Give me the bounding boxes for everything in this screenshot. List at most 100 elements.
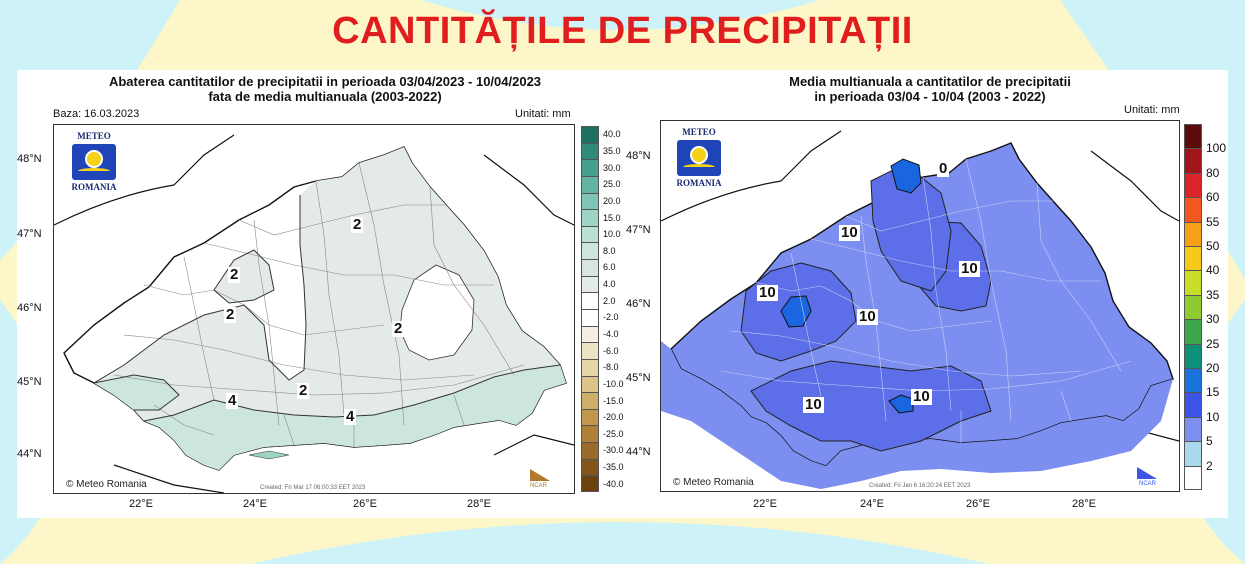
ncar-label: NCAR — [1139, 481, 1157, 487]
contour-label: 10 — [803, 396, 824, 413]
contour-label: 10 — [839, 224, 860, 241]
created-label: Created: Fri Jan 6 16:20:24 EET 2023 — [869, 483, 971, 489]
colorbar-label: -4.0 — [603, 328, 619, 339]
lon-label: 22°E — [753, 498, 777, 510]
lat-label: 46°N — [17, 302, 42, 314]
colorbar-label: 10 — [1206, 409, 1220, 424]
colorbar-cell — [581, 358, 599, 376]
logo-bottom-text: ROMANIA — [676, 178, 722, 188]
colorbar-label: 4.0 — [603, 279, 616, 290]
units-label: Unitati: mm — [1124, 104, 1180, 116]
colorbar-label: 50 — [1206, 239, 1220, 253]
lat-label: 44°N — [626, 446, 651, 458]
colorbar-label: 20 — [1206, 361, 1220, 375]
ncar-label: NCAR — [530, 483, 548, 489]
colorbar-cell — [581, 425, 599, 443]
colorbar-label: -40.0 — [603, 478, 624, 489]
lat-label: 47°N — [626, 224, 651, 236]
contour-label: 2 — [392, 320, 405, 337]
lon-label: 26°E — [353, 498, 377, 510]
colorbar-cell — [581, 142, 599, 160]
colorbar-cell — [1184, 294, 1202, 320]
page-title: CANTITĂȚILE DE PRECIPITAȚII — [332, 10, 913, 52]
lat-label: 47°N — [17, 228, 42, 240]
contour-label: 10 — [857, 308, 878, 325]
colorbar-cell — [1184, 319, 1202, 344]
anomaly-map-title-line2: fata de media multianuala (2003-2022) — [208, 89, 442, 104]
lon-label: 28°E — [1072, 498, 1096, 510]
normal-map-title-line2: in perioada 03/04 - 10/04 (2003 - 2022) — [814, 89, 1046, 104]
colorbar-cell — [581, 242, 599, 260]
colorbar-label: 100 — [1206, 141, 1227, 156]
lon-label: 24°E — [860, 498, 884, 510]
lon-label: 24°E — [243, 498, 267, 510]
colorbar-label: -10.0 — [603, 378, 624, 389]
colorbar-label: 25 — [1206, 336, 1220, 351]
colorbar-cell — [581, 209, 599, 226]
normal-map-title: Media multianuala a cantitatilor de prec… — [632, 74, 1228, 104]
colorbar-cell — [581, 375, 599, 393]
colorbar-label: -25.0 — [603, 428, 624, 439]
colorbar-label: 40 — [1206, 263, 1220, 278]
normal-map-frame: 0 10 10 10 10 10 10 METEO ROMANIA © Mete… — [660, 120, 1180, 492]
colorbar-cell — [581, 259, 599, 276]
anomaly-colorbar: 40.0 35.0 30.0 25.0 20.0 15.0 10.0 8.0 6.0 4.0 2.0… — [581, 126, 631, 492]
colorbar-cell — [1184, 124, 1202, 149]
meteo-romania-logo-icon: METEO ROMANIA — [667, 127, 731, 199]
lat-label: 48°N — [17, 153, 42, 165]
colorbar-cell — [1184, 270, 1202, 295]
colorbar-cell — [1184, 172, 1202, 198]
colorbar-cell — [1184, 465, 1202, 490]
colorbar-cell — [581, 475, 599, 492]
created-label: Created: Fri Mar 17 06:00:33 EET 2023 — [260, 485, 366, 491]
colorbar-label: 8.0 — [603, 245, 616, 256]
anomaly-map-title: Abaterea cantitatilor de precipitatii in… — [17, 74, 633, 104]
contour-label: 4 — [344, 408, 357, 425]
lat-label: 44°N — [17, 448, 42, 460]
lon-label: 22°E — [129, 498, 153, 510]
colorbar-label: -2.0 — [603, 312, 619, 323]
colorbar-cell — [1184, 343, 1202, 368]
colorbar-cell — [1184, 221, 1202, 246]
meteo-romania-logo-icon: METEO ROMANIA — [62, 131, 126, 203]
normal-map-title-line1: Media multianuala a cantitatilor de prec… — [789, 74, 1071, 89]
anomaly-map-title-line1: Abaterea cantitatilor de precipitatii in… — [108, 74, 542, 89]
units-label: Unitati: mm — [515, 108, 571, 120]
colorbar-cell — [581, 126, 599, 143]
colorbar-cell — [581, 192, 599, 210]
colorbar-cell — [581, 392, 599, 409]
colorbar-cell — [1184, 416, 1202, 442]
lat-label: 46°N — [626, 298, 651, 310]
colorbar-cell — [1184, 392, 1202, 417]
colorbar-label: 15.0 — [603, 212, 621, 223]
colorbar-label: 5 — [1206, 434, 1213, 449]
normal-colorbar: 100 80 60 55 50 40 35 30 25 20 15 10 5 2 — [1184, 124, 1228, 490]
colorbar-label: 2 — [1206, 458, 1213, 473]
ncar-logo-icon — [1137, 467, 1157, 479]
colorbar-label: 2.0 — [603, 295, 616, 306]
colorbar-label: -30.0 — [603, 445, 624, 456]
colorbar-label: -15.0 — [603, 395, 624, 406]
contour-label: 10 — [911, 388, 932, 405]
colorbar-cell — [581, 225, 599, 243]
anomaly-map — [54, 125, 574, 493]
colorbar-cell — [581, 175, 599, 193]
colorbar-cell — [1184, 148, 1202, 173]
colorbar-cell — [1184, 368, 1202, 393]
lon-label: 28°E — [467, 498, 491, 510]
colorbar-label: 25.0 — [603, 179, 621, 190]
contour-label: 10 — [757, 284, 778, 301]
colorbar-label: 10.0 — [603, 229, 621, 240]
colorbar-cell — [581, 275, 599, 293]
contour-label: 2 — [297, 382, 310, 399]
colorbar-cell — [581, 408, 599, 426]
colorbar-label: -35.0 — [603, 462, 624, 473]
colorbar-label: 6.0 — [603, 262, 616, 273]
lat-label: 48°N — [626, 150, 651, 162]
colorbar-cell — [581, 325, 599, 343]
normal-map — [661, 121, 1179, 491]
contour-label: 0 — [937, 160, 950, 177]
lat-label: 45°N — [17, 376, 42, 388]
colorbar-label: 35.0 — [603, 145, 621, 156]
normal-map-panel: Media multianuala a cantitatilor de prec… — [626, 70, 1228, 518]
